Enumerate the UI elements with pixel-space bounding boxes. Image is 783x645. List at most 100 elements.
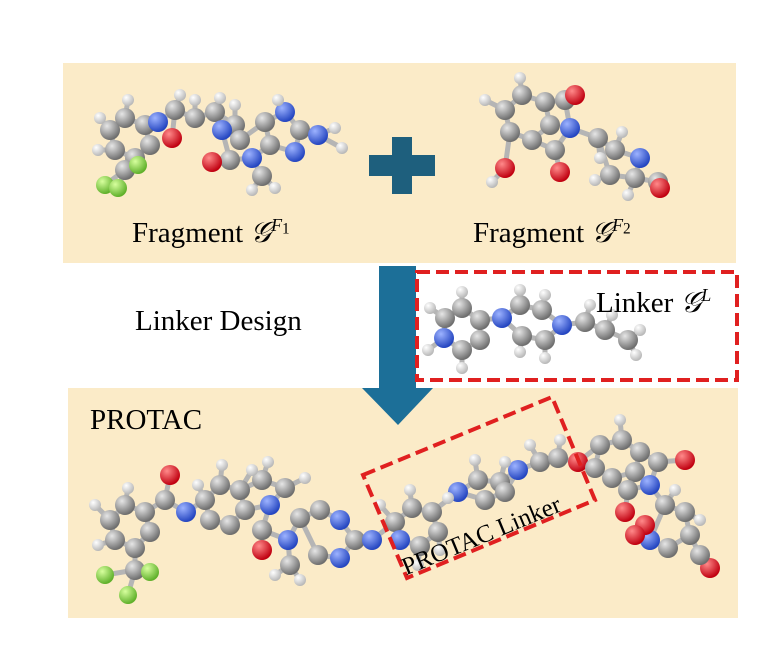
carbon-atom [155, 490, 175, 510]
hydrogen-atom [214, 92, 226, 104]
nitrogen-atom [492, 308, 512, 328]
carbon-atom [588, 128, 608, 148]
carbon-atom [512, 326, 532, 346]
hydrogen-atom [634, 324, 646, 336]
carbon-atom [495, 482, 515, 502]
nitrogen-atom [330, 510, 350, 530]
carbon-atom [252, 470, 272, 490]
carbon-atom [612, 430, 632, 450]
carbon-atom [548, 448, 568, 468]
hydrogen-atom [94, 112, 106, 124]
carbon-atom [280, 555, 300, 575]
hydrogen-atom [616, 126, 628, 138]
oxygen-atom [202, 152, 222, 172]
hydrogen-atom [669, 484, 681, 496]
fluorine-atom [109, 179, 127, 197]
hydrogen-atom [92, 144, 104, 156]
nitrogen-atom [176, 502, 196, 522]
hydrogen-atom [299, 472, 311, 484]
carbon-atom [210, 475, 230, 495]
nitrogen-atom [330, 548, 350, 568]
linker-design-arrow [362, 266, 433, 425]
carbon-atom [625, 168, 645, 188]
carbon-atom [185, 108, 205, 128]
hydrogen-atom [122, 94, 134, 106]
carbon-atom [675, 502, 695, 522]
carbon-atom [275, 478, 295, 498]
carbon-atom [618, 330, 638, 350]
carbon-atom [135, 502, 155, 522]
carbon-atom [658, 538, 678, 558]
nitrogen-atom [148, 112, 168, 132]
hydrogen-atom [269, 569, 281, 581]
hydrogen-atom [189, 94, 201, 106]
carbon-atom [252, 520, 272, 540]
fluorine-atom [129, 156, 147, 174]
fluorine-atom [141, 563, 159, 581]
hydrogen-atom [262, 456, 274, 468]
carbon-atom [602, 468, 622, 488]
hydrogen-atom [456, 362, 468, 374]
carbon-atom [105, 140, 125, 160]
hydrogen-atom [539, 289, 551, 301]
hydrogen-atom [434, 544, 446, 556]
carbon-atom [230, 480, 250, 500]
carbon-atom [410, 536, 430, 556]
hydrogen-atom [479, 94, 491, 106]
hydrogen-atom [216, 459, 228, 471]
carbon-atom [435, 308, 455, 328]
carbon-atom [690, 545, 710, 565]
carbon-atom [468, 470, 488, 490]
hydrogen-atom [246, 184, 258, 196]
fragment-1-label: Fragment 𝒢F1 [132, 215, 290, 250]
carbon-atom [655, 495, 675, 515]
carbon-atom [230, 130, 250, 150]
nitrogen-atom [285, 142, 305, 162]
hydrogen-atom [584, 299, 596, 311]
hydrogen-atom [499, 456, 511, 468]
oxygen-atom [675, 450, 695, 470]
nitrogen-atom [552, 315, 572, 335]
oxygen-atom [625, 525, 645, 545]
carbon-atom [680, 525, 700, 545]
carbon-atom [385, 512, 405, 532]
carbon-atom [345, 530, 365, 550]
hydrogen-atom [469, 454, 481, 466]
hydrogen-atom [514, 72, 526, 84]
nitrogen-atom [242, 148, 262, 168]
carbon-atom [545, 140, 565, 160]
fluorine-atom [96, 566, 114, 584]
oxygen-atom [550, 162, 570, 182]
hydrogen-atom [89, 499, 101, 511]
carbon-atom [595, 320, 615, 340]
nitrogen-atom [508, 460, 528, 480]
hydrogen-atom [269, 182, 281, 194]
hydrogen-atom [92, 539, 104, 551]
hydrogen-atom [422, 344, 434, 356]
carbon-atom [600, 165, 620, 185]
hydrogen-atom [694, 514, 706, 526]
nitrogen-atom [278, 530, 298, 550]
hydrogen-atom [174, 89, 186, 101]
carbon-atom [630, 442, 650, 462]
nitrogen-atom [308, 125, 328, 145]
carbon-atom [308, 545, 328, 565]
carbon-atom [590, 435, 610, 455]
oxygen-atom [650, 178, 670, 198]
carbon-atom [605, 140, 625, 160]
carbon-atom [522, 130, 542, 150]
hydrogen-atom [594, 152, 606, 164]
carbon-atom [585, 458, 605, 478]
carbon-atom [535, 92, 555, 112]
nitrogen-atom [630, 148, 650, 168]
hydrogen-atom [229, 99, 241, 111]
carbon-atom [205, 102, 225, 122]
carbon-atom [475, 490, 495, 510]
hydrogen-atom [622, 189, 634, 201]
carbon-atom [200, 510, 220, 530]
hydrogen-atom [456, 286, 468, 298]
hydrogen-atom [514, 346, 526, 358]
nitrogen-atom [560, 118, 580, 138]
carbon-atom [260, 135, 280, 155]
